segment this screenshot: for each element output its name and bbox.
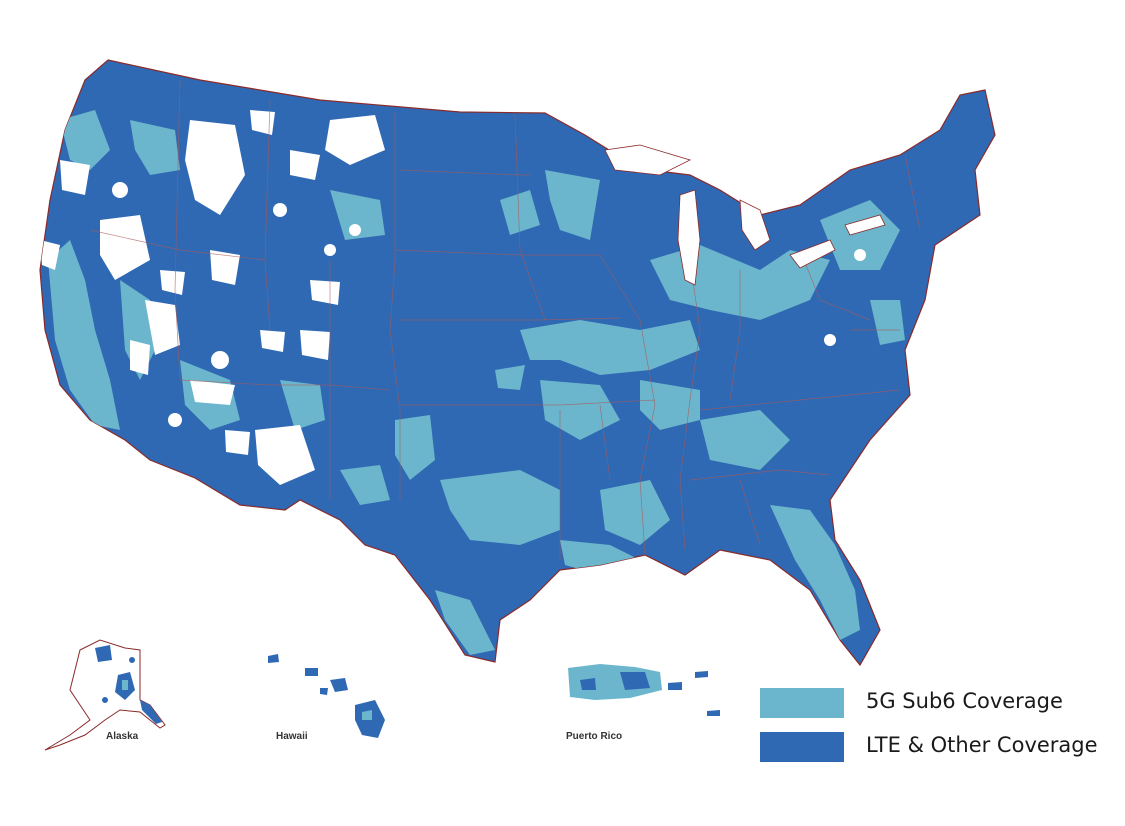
legend-item-sub6: 5G Sub6 Coverage <box>760 688 1120 720</box>
state-boundaries <box>89 79 921 560</box>
hawaii-inset <box>268 654 385 738</box>
sub6-coverage-areas <box>48 110 905 655</box>
no-coverage-areas <box>40 110 866 485</box>
alaska-inset <box>44 639 166 751</box>
hawaii-label: Hawaii <box>276 731 308 742</box>
puerto-rico-inset <box>568 664 720 716</box>
lower-48-map <box>39 59 996 667</box>
legend-item-lte: LTE & Other Coverage <box>760 732 1120 764</box>
sub6-legend-label: 5G Sub6 Coverage <box>866 689 1063 713</box>
lte-swatch <box>760 732 844 762</box>
puerto-rico-label: Puerto Rico <box>566 731 623 742</box>
sub6-swatch <box>760 688 844 718</box>
alaska-label: Alaska <box>106 731 139 742</box>
alaska-outline <box>44 639 166 751</box>
great-lakes <box>604 144 886 286</box>
lte-legend-label: LTE & Other Coverage <box>866 733 1098 757</box>
